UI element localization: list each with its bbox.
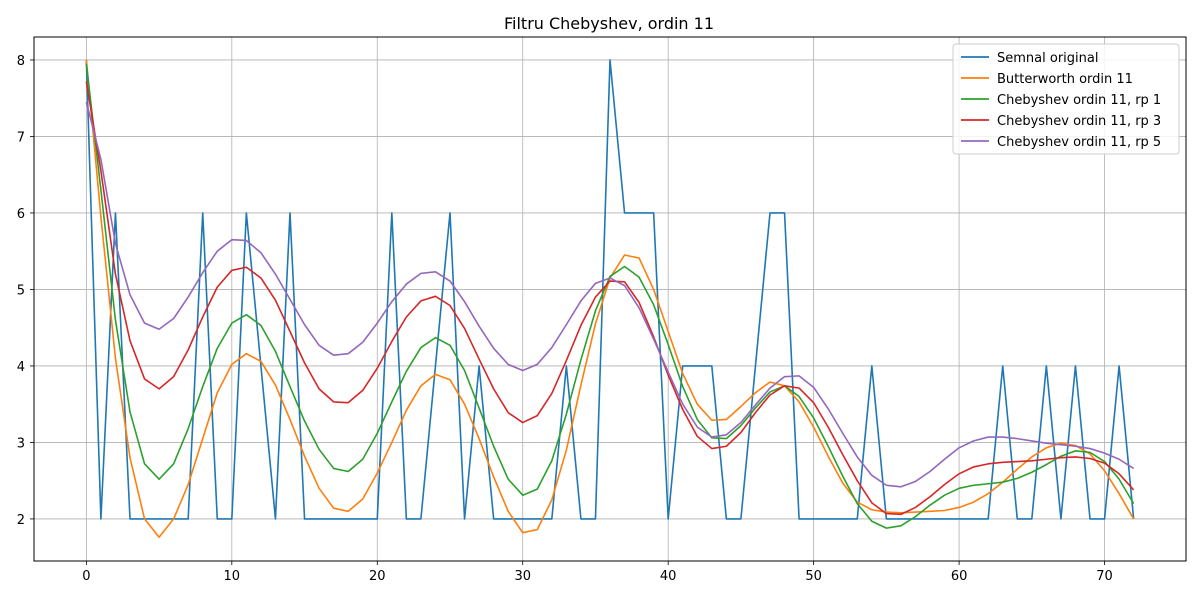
series-line-1 xyxy=(85,59,1135,520)
series-line-3 xyxy=(85,63,1135,529)
y-tick-label: 7 xyxy=(17,130,25,145)
legend: Semnal original Butterworth ordin 11 Cheby… xyxy=(952,43,1180,155)
axis-ticks: 0 10 20 30 40 50 60 70 2 3 4 5 6 7 8 xyxy=(17,54,1113,584)
x-tick-label: 30 xyxy=(514,569,531,584)
axes-frame xyxy=(33,36,1187,562)
x-tick-label: 20 xyxy=(369,569,386,584)
x-tick-label: 0 xyxy=(82,569,90,584)
x-tick-label: 10 xyxy=(224,569,241,584)
x-tick-label: 50 xyxy=(805,569,822,584)
legend-label: Semnal original xyxy=(997,51,1098,66)
legend-label: Chebyshev ordin 11, rp 3 xyxy=(997,114,1161,129)
legend-label: Chebyshev ordin 11, rp 5 xyxy=(997,135,1161,150)
legend-box xyxy=(952,43,1180,155)
y-tick-label: 2 xyxy=(17,513,25,528)
legend-label: Butterworth ordin 11 xyxy=(997,72,1133,87)
y-tick-label: 3 xyxy=(17,436,25,451)
series-line-5 xyxy=(85,101,1135,488)
chart-title: Filtru Chebyshev, ordin 11 xyxy=(504,14,714,33)
y-tick-label: 8 xyxy=(17,54,25,69)
series-line-4 xyxy=(85,81,1135,516)
x-tick-label: 70 xyxy=(1096,569,1113,584)
x-tick-label: 60 xyxy=(951,569,968,584)
x-tick-label: 40 xyxy=(660,569,677,584)
y-tick-label: 5 xyxy=(17,283,25,298)
y-tick-label: 6 xyxy=(17,207,25,222)
legend-label: Chebyshev ordin 11, rp 1 xyxy=(997,93,1161,108)
series-lines xyxy=(85,59,1135,539)
y-tick-label: 4 xyxy=(17,360,25,375)
